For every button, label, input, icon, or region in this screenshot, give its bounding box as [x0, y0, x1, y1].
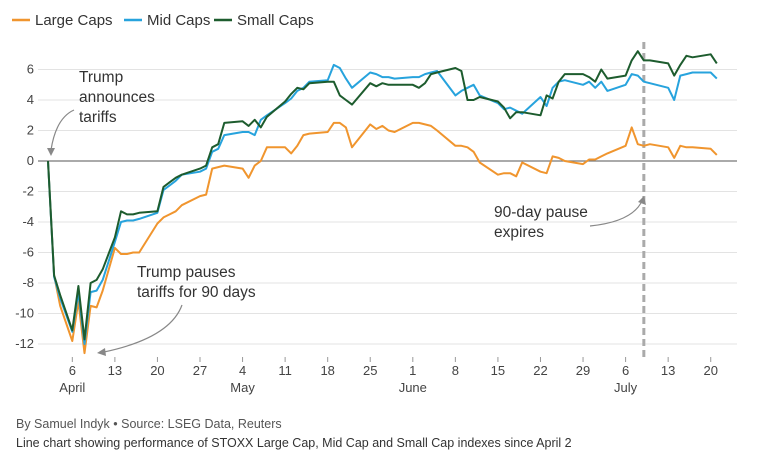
- x-tick-label: 4: [239, 363, 246, 378]
- x-month-label: June: [399, 380, 427, 395]
- annotation-expires-line2: expires: [494, 224, 544, 241]
- y-tick-label: -12: [15, 336, 34, 351]
- annotation-pause-arrow: [103, 304, 183, 353]
- annotation-expires-arrow: [589, 202, 642, 227]
- y-tick-label: 4: [27, 92, 34, 107]
- x-month-label: April: [59, 380, 85, 395]
- annotation-expires-arrowhead: [638, 196, 646, 205]
- y-tick-label: -4: [22, 214, 34, 229]
- x-tick-label: 27: [193, 363, 207, 378]
- x-tick-label: 1: [409, 363, 416, 378]
- y-tick-label: -8: [22, 275, 34, 290]
- series-line-mid-caps: [47, 63, 718, 345]
- annotation-pause-line1: Trump pauses: [137, 264, 236, 281]
- x-tick-label: 29: [576, 363, 590, 378]
- x-tick-label: 8: [452, 363, 459, 378]
- x-tick-label: 13: [108, 363, 122, 378]
- annotation-tariffs-line3: tariffs: [79, 109, 117, 126]
- annotation-pause-line2: tariffs for 90 days: [137, 284, 256, 301]
- legend: Large Caps Mid Caps Small Caps: [12, 12, 314, 29]
- annotation-pause-arrowhead: [97, 348, 106, 356]
- x-tick-label: 18: [320, 363, 334, 378]
- y-tick-label: -6: [22, 245, 34, 260]
- annotations: Trump announces tariffs Trump pauses tar…: [47, 69, 646, 356]
- series-line-large-caps: [47, 121, 718, 355]
- x-tick-label: 6: [622, 363, 629, 378]
- annotation-tariffs-line1: Trump: [79, 69, 123, 86]
- x-tick-label: 25: [363, 363, 377, 378]
- x-tick-label: 6: [69, 363, 76, 378]
- line-chart: Large Caps Mid Caps Small Caps 6420-2-4-…: [12, 12, 737, 395]
- legend-label-small-caps: Small Caps: [237, 12, 314, 29]
- y-tick-label: -2: [22, 184, 34, 199]
- y-tick-label: -10: [15, 306, 34, 321]
- annotation-tariffs-line2: announces: [79, 89, 155, 106]
- annotation-tariffs-arrowhead: [47, 148, 55, 156]
- x-tick-label: 22: [533, 363, 547, 378]
- series-line-small-caps: [47, 50, 718, 341]
- annotation-tariffs-arrow: [50, 109, 75, 151]
- x-tick-label: 15: [491, 363, 505, 378]
- legend-label-large-caps: Large Caps: [35, 12, 113, 29]
- chart-description: Line chart showing performance of STOXX …: [16, 436, 572, 450]
- series-lines: [47, 50, 718, 355]
- x-tick-label: 13: [661, 363, 675, 378]
- y-axis: 6 4 2 0 -2 -4 -6 -8 -10 -12: [15, 62, 34, 352]
- y-tick-label: 6: [27, 62, 34, 77]
- byline: By Samuel Indyk • Source: LSEG Data, Reu…: [16, 417, 282, 431]
- grid: [38, 69, 737, 345]
- annotation-expires-line1: 90-day pause: [494, 204, 588, 221]
- y-tick-label: 2: [27, 123, 34, 138]
- x-tick-label: 20: [703, 363, 717, 378]
- x-tick-label: 20: [150, 363, 164, 378]
- x-tick-label: 11: [278, 363, 292, 378]
- y-tick-label: 0: [27, 153, 34, 168]
- x-month-label: July: [614, 380, 638, 395]
- x-month-label: May: [230, 380, 255, 395]
- legend-label-mid-caps: Mid Caps: [147, 12, 210, 29]
